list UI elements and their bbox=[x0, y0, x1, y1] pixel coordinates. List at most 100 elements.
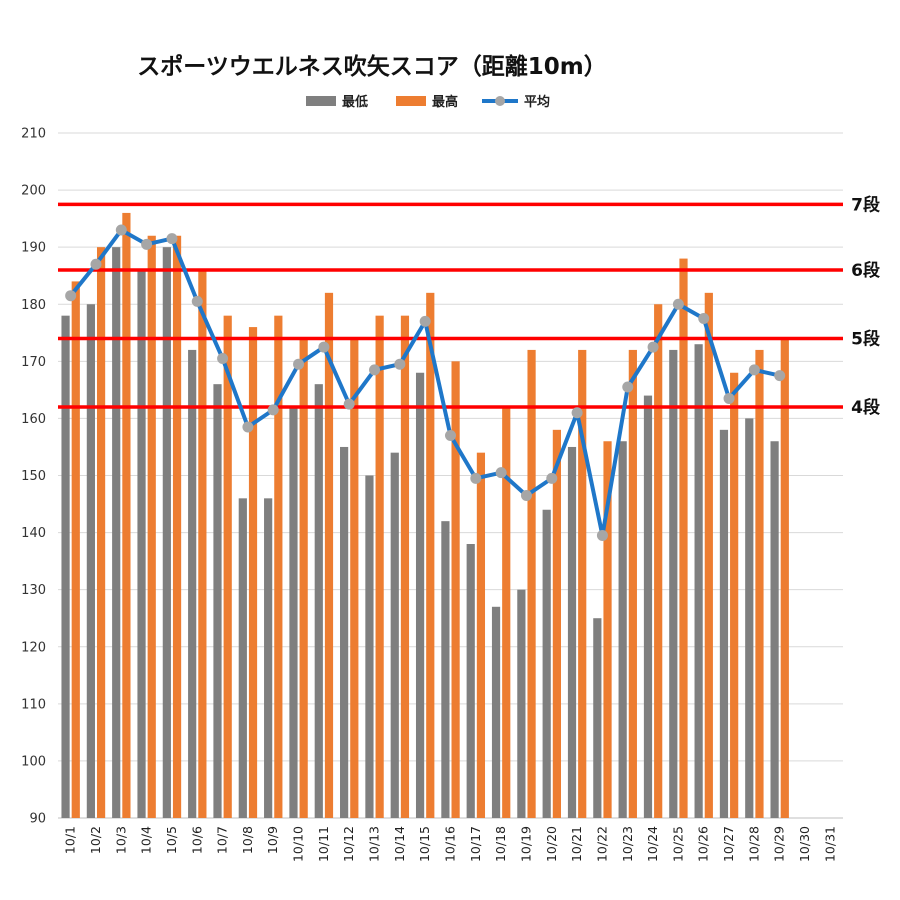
bar-min bbox=[289, 407, 298, 818]
legend-marker-avg bbox=[495, 96, 505, 106]
bar-max bbox=[400, 315, 410, 818]
average-point bbox=[267, 404, 279, 416]
bar-max bbox=[122, 212, 131, 818]
legend-swatch-min bbox=[306, 96, 336, 106]
reference-label: 7段 bbox=[851, 194, 880, 215]
bar-max bbox=[755, 349, 764, 818]
x-tick-label: 10/7 bbox=[215, 826, 230, 854]
bar-min bbox=[441, 521, 450, 818]
bars bbox=[61, 212, 789, 819]
x-tick-label: 10/5 bbox=[164, 826, 179, 854]
x-tick-label: 10/3 bbox=[113, 826, 128, 854]
bar-min bbox=[415, 372, 425, 818]
bar-max bbox=[71, 281, 80, 819]
x-tick-label: 10/22 bbox=[594, 826, 609, 862]
x-tick-label: 10/25 bbox=[670, 826, 685, 862]
bar-min bbox=[669, 349, 678, 818]
x-tick-label: 10/15 bbox=[417, 826, 432, 862]
x-tick-label: 10/17 bbox=[468, 826, 483, 862]
average-point bbox=[293, 358, 305, 370]
bar-min bbox=[567, 446, 577, 818]
legend-swatch-max bbox=[396, 96, 426, 106]
bar-max bbox=[96, 247, 106, 818]
average-point bbox=[65, 290, 77, 302]
bar-max bbox=[274, 315, 283, 818]
x-tick-label: 10/8 bbox=[240, 826, 255, 854]
x-tick-label: 10/20 bbox=[544, 826, 559, 862]
average-point bbox=[115, 224, 127, 236]
bar-min bbox=[112, 247, 121, 818]
y-tick-label: 190 bbox=[21, 241, 46, 256]
bar-min bbox=[593, 618, 602, 818]
bar-min bbox=[643, 395, 653, 818]
average-point bbox=[394, 358, 406, 370]
legend: 最低 最高 平均 bbox=[306, 94, 550, 110]
bar-max bbox=[552, 429, 561, 818]
bar-min bbox=[162, 247, 171, 818]
y-tick-label: 180 bbox=[21, 298, 46, 313]
average-point bbox=[166, 233, 178, 245]
x-tick-label: 10/29 bbox=[772, 826, 787, 862]
bar-max bbox=[780, 338, 789, 818]
average-point bbox=[672, 298, 684, 310]
y-tick-label: 130 bbox=[21, 583, 46, 598]
x-tick-label: 10/28 bbox=[746, 826, 761, 862]
x-tick-label: 10/19 bbox=[518, 826, 533, 862]
average-point bbox=[445, 430, 456, 442]
bar-min bbox=[466, 544, 475, 818]
bar-min bbox=[61, 315, 70, 818]
average-point bbox=[90, 258, 102, 270]
average-point bbox=[419, 315, 431, 327]
y-tick-label: 170 bbox=[21, 355, 46, 370]
x-tick-label: 10/27 bbox=[721, 826, 736, 862]
bar-max bbox=[628, 349, 637, 818]
bar-min bbox=[264, 498, 273, 818]
y-tick-label: 210 bbox=[21, 127, 46, 142]
x-tick-label: 10/9 bbox=[265, 826, 280, 854]
bar-max bbox=[654, 304, 663, 818]
average-point bbox=[217, 352, 229, 364]
chart-title: スポーツウエルネス吹矢スコア（距離10m） bbox=[137, 53, 607, 80]
bar-max bbox=[223, 315, 232, 818]
y-tick-label: 110 bbox=[21, 697, 46, 712]
bar-min bbox=[719, 429, 729, 818]
bar-max bbox=[603, 441, 612, 818]
y-tick-label: 150 bbox=[21, 469, 46, 484]
bar-max bbox=[147, 235, 156, 818]
legend-label-max: 最高 bbox=[432, 94, 458, 110]
average-point bbox=[622, 381, 634, 393]
bar-min bbox=[517, 589, 526, 818]
bar-max bbox=[248, 327, 258, 818]
bar-max bbox=[299, 338, 308, 818]
bar-min bbox=[618, 441, 627, 818]
x-tick-label: 10/6 bbox=[189, 826, 204, 854]
bar-max bbox=[426, 292, 435, 818]
reference-label: 5段 bbox=[851, 329, 880, 350]
legend-label-min: 最低 bbox=[342, 94, 368, 110]
bar-max bbox=[476, 452, 486, 818]
x-tick-label: 10/31 bbox=[822, 826, 837, 862]
bar-max bbox=[375, 315, 384, 818]
reference-lines: 7段 6段 5段 4段 bbox=[58, 194, 880, 418]
average-point bbox=[596, 529, 608, 541]
bar-min bbox=[491, 606, 501, 818]
average-point bbox=[141, 238, 153, 250]
average-point bbox=[191, 295, 203, 307]
y-tick-label: 200 bbox=[21, 184, 46, 199]
x-tick-label: 10/18 bbox=[493, 826, 508, 862]
average-point bbox=[495, 467, 507, 479]
average-point bbox=[343, 398, 355, 410]
average-point bbox=[546, 472, 558, 484]
bar-min bbox=[770, 441, 779, 818]
x-tick-label: 10/30 bbox=[797, 826, 812, 862]
x-tick-label: 10/16 bbox=[443, 826, 458, 862]
bar-min bbox=[745, 418, 754, 818]
bar-min bbox=[238, 498, 247, 818]
y-axis-ticks: 90 100 110 120 130 140 150 160 170 180 190 200 210 bbox=[21, 127, 46, 827]
x-tick-label: 10/2 bbox=[88, 826, 103, 854]
bar-min bbox=[542, 509, 551, 818]
bar-max bbox=[198, 270, 207, 818]
average-point bbox=[748, 364, 760, 376]
x-tick-label: 10/23 bbox=[620, 826, 635, 862]
